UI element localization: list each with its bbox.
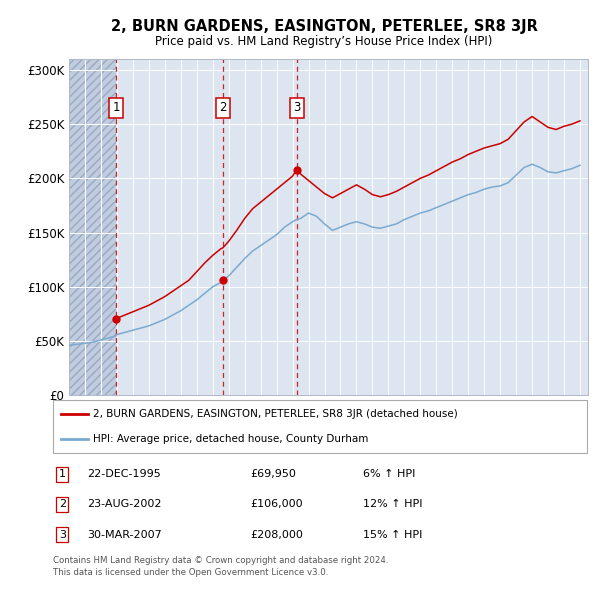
Text: £208,000: £208,000 (250, 530, 303, 540)
Text: 1: 1 (113, 101, 120, 114)
Text: Contains HM Land Registry data © Crown copyright and database right 2024.: Contains HM Land Registry data © Crown c… (53, 556, 388, 565)
Text: 3: 3 (293, 101, 300, 114)
Text: 1: 1 (59, 469, 66, 479)
Text: 23-AUG-2002: 23-AUG-2002 (88, 500, 162, 509)
Text: £106,000: £106,000 (250, 500, 303, 509)
Text: Price paid vs. HM Land Registry’s House Price Index (HPI): Price paid vs. HM Land Registry’s House … (155, 35, 493, 48)
Text: 2, BURN GARDENS, EASINGTON, PETERLEE, SR8 3JR: 2, BURN GARDENS, EASINGTON, PETERLEE, SR… (110, 19, 538, 34)
Text: 22-DEC-1995: 22-DEC-1995 (88, 469, 161, 479)
Text: 2: 2 (219, 101, 227, 114)
Text: 2: 2 (59, 500, 66, 509)
Text: 15% ↑ HPI: 15% ↑ HPI (362, 530, 422, 540)
Text: 12% ↑ HPI: 12% ↑ HPI (362, 500, 422, 509)
Text: 6% ↑ HPI: 6% ↑ HPI (362, 469, 415, 479)
Bar (69, 59, 116, 395)
Text: 3: 3 (59, 530, 66, 540)
Text: £69,950: £69,950 (250, 469, 296, 479)
Text: HPI: Average price, detached house, County Durham: HPI: Average price, detached house, Coun… (93, 434, 368, 444)
FancyBboxPatch shape (53, 400, 587, 453)
Text: This data is licensed under the Open Government Licence v3.0.: This data is licensed under the Open Gov… (53, 568, 328, 576)
Text: 2, BURN GARDENS, EASINGTON, PETERLEE, SR8 3JR (detached house): 2, BURN GARDENS, EASINGTON, PETERLEE, SR… (93, 409, 458, 419)
Text: 30-MAR-2007: 30-MAR-2007 (88, 530, 162, 540)
